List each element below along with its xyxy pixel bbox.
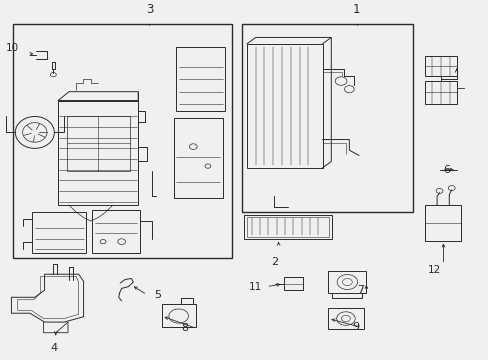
Text: 9: 9: [351, 323, 358, 332]
Bar: [92, 211, 140, 253]
Text: 5: 5: [154, 290, 161, 300]
Bar: [58, 100, 138, 205]
Bar: [424, 81, 456, 104]
Bar: [244, 215, 331, 239]
Text: 10: 10: [6, 44, 19, 53]
Bar: [247, 217, 329, 237]
Bar: [173, 118, 222, 198]
Text: 12: 12: [427, 265, 440, 275]
Bar: [246, 44, 322, 168]
Text: 3: 3: [145, 3, 153, 16]
Text: 11: 11: [248, 282, 261, 292]
Bar: [242, 24, 412, 212]
Text: 7: 7: [356, 285, 363, 295]
Bar: [328, 308, 363, 329]
Bar: [161, 304, 195, 327]
Text: 2: 2: [271, 257, 278, 266]
Bar: [283, 277, 303, 290]
Text: 8: 8: [181, 323, 188, 333]
Bar: [32, 212, 86, 253]
Text: 4: 4: [51, 343, 58, 354]
Text: 1: 1: [352, 3, 360, 16]
Bar: [176, 48, 224, 111]
Bar: [13, 24, 232, 258]
Bar: [424, 56, 456, 76]
Bar: [66, 117, 130, 171]
Bar: [328, 271, 366, 293]
Bar: [424, 205, 461, 240]
Text: 6: 6: [443, 165, 449, 175]
